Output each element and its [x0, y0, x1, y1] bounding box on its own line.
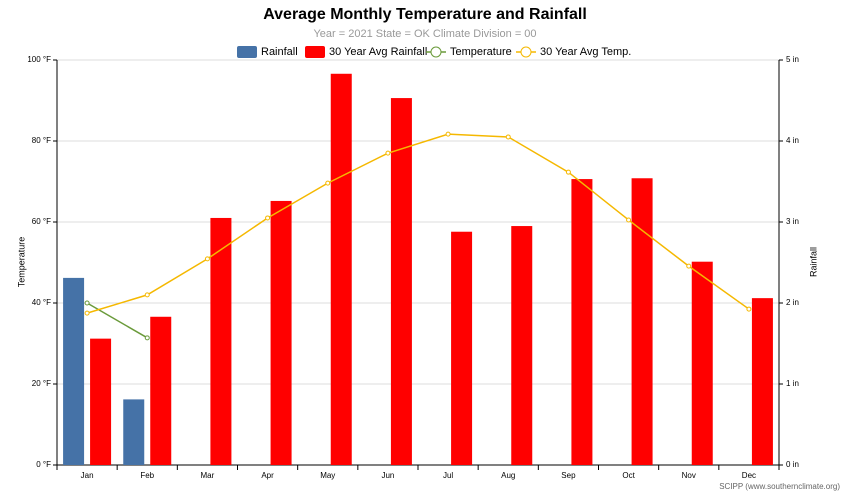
chart-title: Average Monthly Temperature and Rainfall [263, 6, 587, 23]
y2-tick-label: 4 in [786, 136, 799, 145]
y-tick-label: 0 °F [36, 460, 51, 469]
y2-tick-label: 5 in [786, 55, 799, 64]
bar [210, 217, 232, 465]
line [86, 302, 148, 339]
x-tick-label: Mar [201, 471, 215, 480]
y-tick-label: 40 °F [32, 298, 51, 307]
y2-tick-label: 3 in [786, 217, 799, 226]
bar [90, 338, 112, 465]
legend-swatch [430, 46, 442, 58]
y-tick-label: 80 °F [32, 136, 51, 145]
bar [150, 316, 172, 465]
point [325, 180, 331, 186]
y-tick-label: 60 °F [32, 217, 51, 226]
y2-axis-title: Rainfall [808, 247, 818, 277]
legend-swatch [237, 46, 257, 58]
y2-tick-label: 0 in [786, 460, 799, 469]
bar [751, 298, 773, 465]
bar [631, 178, 653, 465]
x-tick-label: Apr [261, 471, 274, 480]
credit: SCIPP (www.southernclimate.org) [719, 482, 840, 491]
point [445, 131, 451, 137]
legend-label: Rainfall [261, 46, 298, 58]
legend-label: 30 Year Avg Rainfall [329, 46, 427, 58]
y-tick-label: 100 °F [27, 55, 51, 64]
bar [270, 200, 292, 465]
y-tick-label: 20 °F [32, 379, 51, 388]
x-tick-label: Sep [561, 471, 576, 480]
bar [123, 399, 145, 465]
x-tick-label: Oct [622, 471, 635, 480]
x-tick-label: Feb [140, 471, 154, 480]
x-tick-label: Nov [682, 471, 696, 480]
line [86, 133, 750, 314]
point [204, 256, 210, 262]
x-tick-label: May [320, 471, 335, 480]
x-tick-label: Jan [81, 471, 94, 480]
point [686, 263, 692, 269]
point [84, 310, 90, 316]
bar [330, 73, 352, 466]
point [746, 306, 752, 312]
bar [691, 261, 713, 465]
y2-tick-label: 1 in [786, 379, 799, 388]
x-tick-label: Aug [501, 471, 515, 480]
bar [511, 226, 533, 465]
point [565, 169, 571, 175]
legend-swatch [520, 46, 532, 58]
chart-subtitle: Year = 2021 State = OK Climate Division … [313, 28, 536, 40]
point [144, 335, 150, 341]
point [84, 300, 90, 306]
point [265, 215, 271, 221]
y2-tick-label: 2 in [786, 298, 799, 307]
legend-label: Temperature [450, 46, 512, 58]
bar [451, 231, 473, 465]
y-axis-title: Temperature [16, 237, 26, 288]
point [144, 292, 150, 298]
legend-swatch [305, 46, 325, 58]
x-tick-label: Jun [381, 471, 394, 480]
point [385, 150, 391, 156]
legend-label: 30 Year Avg Temp. [540, 46, 631, 58]
point [505, 134, 511, 140]
point [626, 217, 632, 223]
x-tick-label: Dec [742, 471, 756, 480]
x-tick-label: Jul [443, 471, 453, 480]
bar [571, 179, 593, 465]
bar [390, 98, 412, 465]
bar [63, 277, 85, 465]
